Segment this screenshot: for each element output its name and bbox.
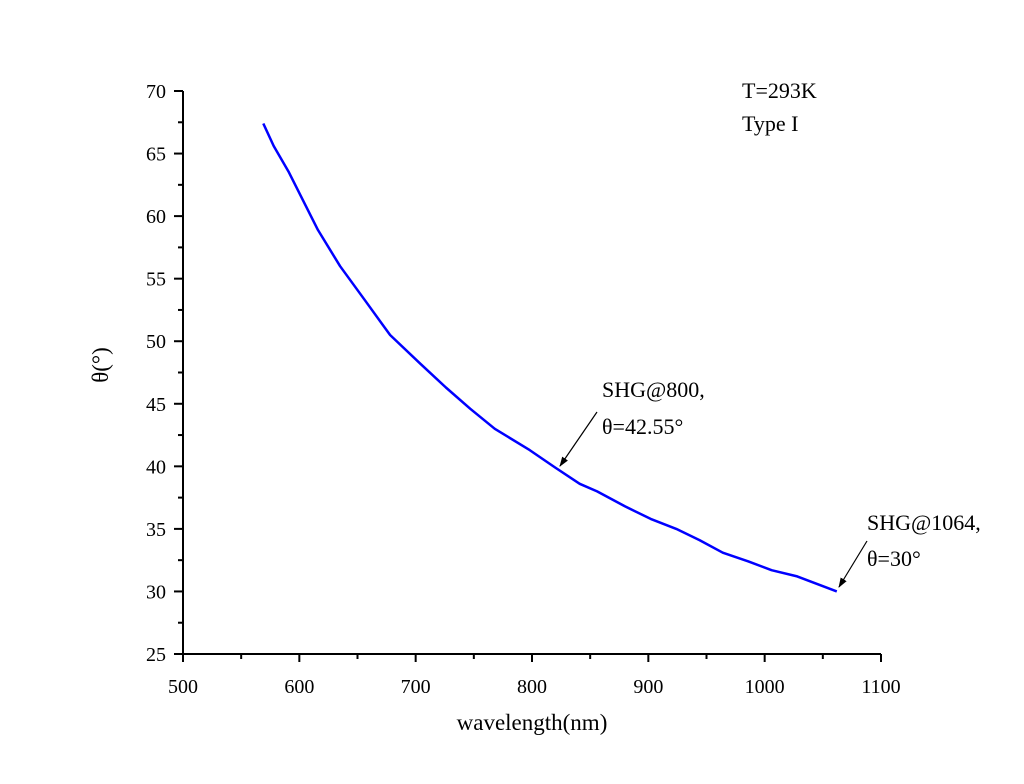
- x-tick-label: 900: [633, 676, 663, 698]
- x-tick-label: 500: [168, 676, 198, 698]
- y-tick-label: 60: [146, 206, 166, 228]
- y-tick-label: 65: [146, 144, 166, 166]
- series-line: [262, 122, 838, 593]
- annotation-conditions: T=293K Type I: [742, 78, 817, 136]
- y-axis-label: θ(°): [88, 347, 113, 383]
- annotation-type: Type I: [742, 111, 799, 136]
- annotation-shg800-arrow: [559, 411, 598, 467]
- y-tick-label: 40: [146, 456, 166, 478]
- y-tick-label: 25: [146, 644, 166, 666]
- annotation-shg800-line2: θ=42.55°: [602, 414, 683, 439]
- x-tick-label: 1000: [745, 676, 785, 698]
- x-tick-label: 700: [401, 676, 431, 698]
- annotation-shg1064-line1: SHG@1064,: [867, 510, 981, 535]
- y-tick-label: 45: [146, 394, 166, 416]
- y-tick-label: 30: [146, 581, 166, 603]
- axes: [182, 91, 881, 655]
- y-tick-label: 35: [146, 519, 166, 541]
- annotation-shg800-line1: SHG@800,: [602, 377, 705, 402]
- annotation-shg1064-line2: θ=30°: [867, 546, 921, 571]
- annotation-shg1064: SHG@1064, θ=30°: [838, 510, 981, 588]
- annotation-shg1064-arrow: [838, 540, 868, 588]
- x-axis-label: wavelength(nm): [457, 710, 608, 735]
- y-tick-label: 55: [146, 269, 166, 291]
- y-tick-label: 70: [146, 81, 166, 103]
- x-tick-label: 1100: [861, 676, 900, 698]
- y-tick-label: 50: [146, 331, 166, 353]
- x-tick-label: 800: [517, 676, 547, 698]
- annotation-shg800: SHG@800, θ=42.55°: [559, 377, 705, 467]
- annotation-temperature: T=293K: [742, 78, 817, 103]
- x-tick-label: 600: [284, 676, 314, 698]
